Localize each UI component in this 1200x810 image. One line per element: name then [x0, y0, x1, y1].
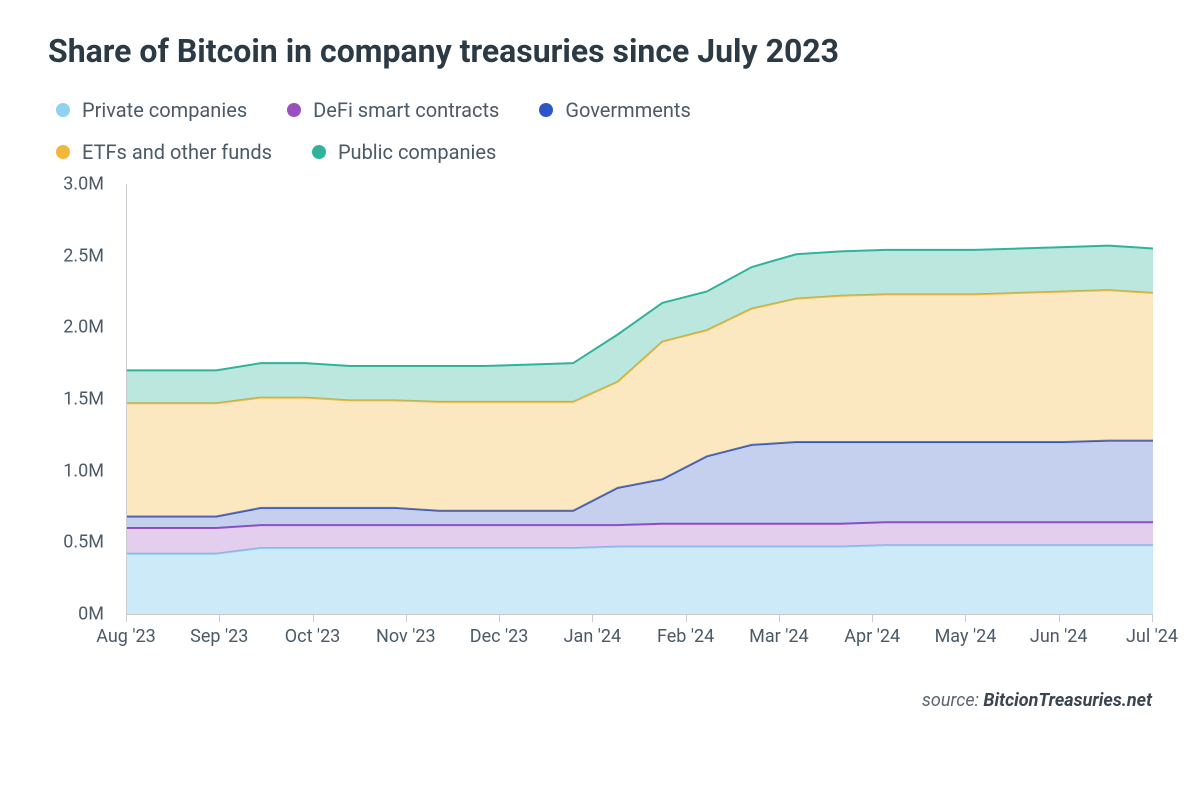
legend-item-private_companies: Private companies [56, 98, 247, 122]
x-tick-mark [313, 614, 314, 622]
y-tick-label: 2.0M [63, 317, 104, 338]
legend-item-governments: Govermments [539, 98, 690, 122]
plot-area [126, 184, 1152, 615]
legend-dot-icon [539, 103, 553, 117]
x-tick-label: Jan '24 [564, 626, 622, 647]
legend-label: Govermments [565, 98, 690, 122]
y-tick-label: 0.5M [63, 532, 104, 553]
x-tick-label: May '24 [935, 626, 997, 647]
x-tick-mark [872, 614, 873, 622]
x-tick-label: Jun '24 [1030, 626, 1088, 647]
area-private_companies [127, 545, 1153, 614]
source-site: BitcionTreasuries.net [983, 690, 1152, 711]
x-tick-mark [686, 614, 687, 622]
legend-label: Public companies [338, 140, 496, 164]
x-tick-label: Dec '23 [470, 626, 529, 647]
source-attribution: source: BitcionTreasuries.net [48, 690, 1152, 711]
x-tick-label: Feb '24 [657, 626, 714, 647]
y-tick-label: 1.0M [63, 460, 104, 481]
legend-item-etfs: ETFs and other funds [56, 140, 272, 164]
y-tick-label: 1.5M [63, 389, 104, 410]
x-tick-mark [965, 614, 966, 622]
x-tick-mark [219, 614, 220, 622]
x-tick-mark [1152, 614, 1153, 622]
y-axis: 0M0.5M1.0M1.5M2.0M2.5M3.0M [48, 184, 116, 614]
x-tick-label: Jul '24 [1126, 626, 1178, 647]
y-tick-label: 0M [78, 604, 104, 625]
chart-title: Share of Bitcoin in company treasuries s… [48, 32, 1152, 70]
x-tick-label: Nov '23 [376, 626, 436, 647]
legend-label: Private companies [82, 98, 247, 122]
x-tick-mark [1059, 614, 1060, 622]
x-tick-label: Oct '23 [285, 626, 341, 647]
x-tick-label: Apr '24 [844, 626, 900, 647]
x-tick-mark [592, 614, 593, 622]
x-tick-mark [499, 614, 500, 622]
y-tick-label: 2.5M [63, 245, 104, 266]
legend-dot-icon [312, 145, 326, 159]
x-tick-mark [406, 614, 407, 622]
x-tick-mark [126, 614, 127, 622]
source-prefix: source: [922, 690, 983, 711]
legend: Private companies DeFi smart contracts Gov… [56, 98, 836, 164]
x-tick-label: Sep '23 [190, 626, 248, 647]
legend-dot-icon [287, 103, 301, 117]
x-tick-label: Mar '24 [749, 626, 808, 647]
legend-dot-icon [56, 145, 70, 159]
x-tick-label: Aug '23 [96, 626, 156, 647]
x-axis: Aug '23Sep '23Oct '23Nov '23Dec '23Jan '… [126, 626, 1152, 666]
legend-item-public_companies: Public companies [312, 140, 496, 164]
x-tick-mark [779, 614, 780, 622]
y-tick-label: 3.0M [63, 174, 104, 195]
chart-area: 0M0.5M1.0M1.5M2.0M2.5M3.0M Aug '23Sep '2… [48, 184, 1152, 684]
legend-label: DeFi smart contracts [313, 98, 499, 122]
legend-label: ETFs and other funds [82, 140, 272, 164]
legend-dot-icon [56, 103, 70, 117]
legend-item-defi: DeFi smart contracts [287, 98, 499, 122]
